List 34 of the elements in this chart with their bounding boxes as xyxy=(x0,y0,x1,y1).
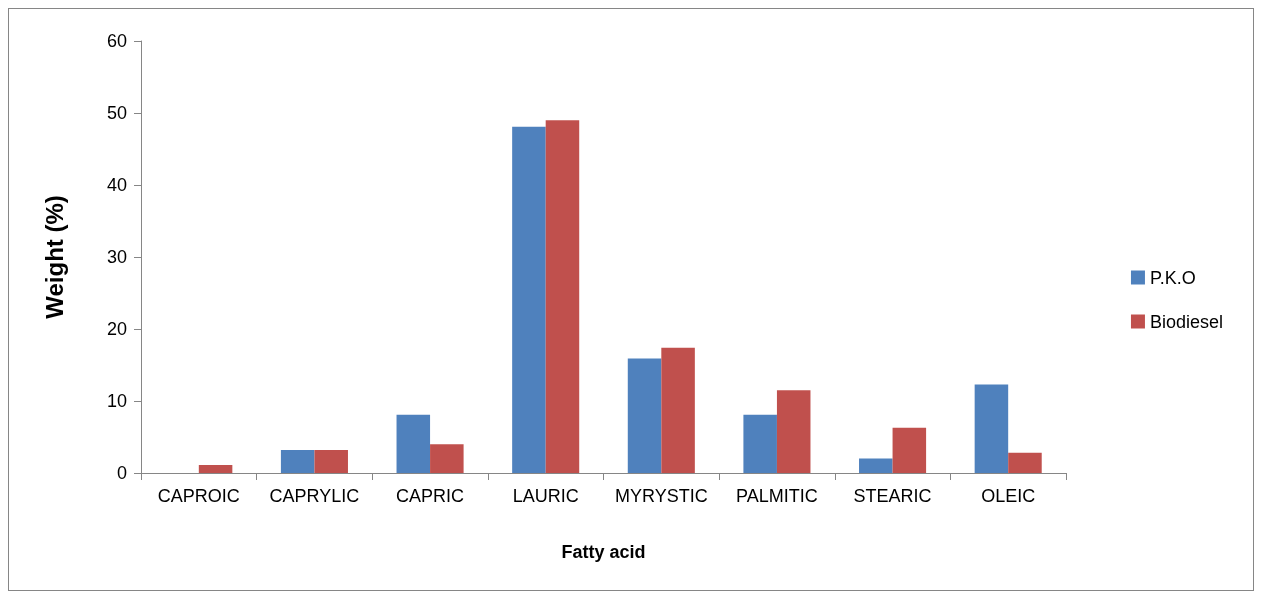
bar xyxy=(892,427,927,473)
y-tick-label: 10 xyxy=(106,391,127,411)
x-tick-label: LAURIC xyxy=(512,486,579,506)
legend-label: Biodiesel xyxy=(1149,311,1223,332)
y-tick-label: 20 xyxy=(106,319,127,339)
legend-label: P.K.O xyxy=(1149,267,1196,288)
y-tick-label: 50 xyxy=(106,103,127,123)
x-tick-label: MYRYSTIC xyxy=(614,486,708,506)
bar xyxy=(974,384,1009,473)
bar xyxy=(314,449,348,473)
bar xyxy=(512,126,546,473)
x-tick-label: CAPRIC xyxy=(396,486,465,506)
x-tick-label: CAPRYLIC xyxy=(269,486,360,506)
y-tick-label: 40 xyxy=(106,175,127,195)
bar xyxy=(396,414,431,473)
x-tick-label: STEARIC xyxy=(853,486,932,506)
bar xyxy=(776,390,811,473)
x-tick-label: CAPROIC xyxy=(157,486,240,506)
bar xyxy=(1008,452,1042,473)
bar xyxy=(545,120,580,473)
y-tick-label: 0 xyxy=(116,463,127,483)
bar xyxy=(859,458,893,473)
bar xyxy=(661,347,695,473)
y-axis-title: Weight (%) xyxy=(40,195,68,319)
x-axis-title: Fatty acid xyxy=(561,542,646,562)
bar xyxy=(430,444,464,473)
y-tick-label: 30 xyxy=(106,247,127,267)
bar xyxy=(280,449,315,473)
bar xyxy=(198,465,233,473)
bar xyxy=(627,358,662,473)
bar xyxy=(743,414,777,473)
y-tick-label: 60 xyxy=(106,31,127,51)
x-tick-label: OLEIC xyxy=(981,486,1036,506)
x-tick-label: PALMITIC xyxy=(736,486,818,506)
